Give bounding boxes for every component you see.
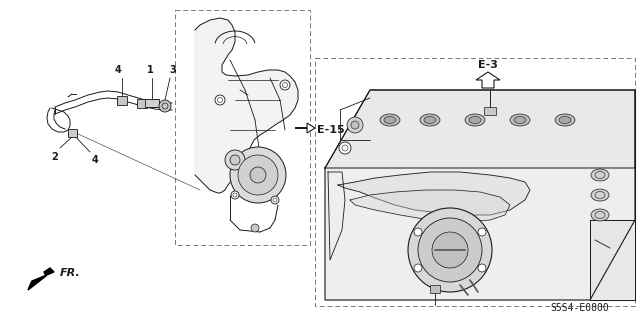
Circle shape bbox=[432, 232, 468, 268]
Bar bbox=[430, 285, 440, 293]
Bar bbox=[484, 107, 496, 115]
Ellipse shape bbox=[591, 169, 609, 181]
Bar bbox=[137, 99, 147, 108]
Polygon shape bbox=[325, 90, 635, 168]
Circle shape bbox=[225, 150, 245, 170]
Polygon shape bbox=[325, 168, 635, 300]
Bar bbox=[175, 10, 310, 245]
Polygon shape bbox=[325, 90, 635, 300]
Circle shape bbox=[478, 228, 486, 236]
Polygon shape bbox=[590, 90, 635, 300]
Text: 1: 1 bbox=[147, 65, 154, 75]
Text: FR.: FR. bbox=[60, 268, 81, 278]
Text: 4: 4 bbox=[92, 155, 99, 165]
Circle shape bbox=[280, 80, 290, 90]
Ellipse shape bbox=[591, 189, 609, 201]
Text: E-15: E-15 bbox=[317, 125, 344, 135]
Circle shape bbox=[478, 264, 486, 272]
Bar bbox=[315, 58, 635, 306]
Polygon shape bbox=[338, 172, 530, 215]
Ellipse shape bbox=[469, 116, 481, 124]
Text: 4: 4 bbox=[115, 65, 122, 75]
Text: 3: 3 bbox=[170, 65, 177, 75]
Bar bbox=[68, 129, 77, 137]
Ellipse shape bbox=[555, 114, 575, 126]
Text: S5S4-E0800: S5S4-E0800 bbox=[550, 303, 609, 313]
Polygon shape bbox=[295, 123, 315, 133]
Bar bbox=[145, 99, 159, 107]
Ellipse shape bbox=[510, 114, 530, 126]
Ellipse shape bbox=[591, 209, 609, 221]
Circle shape bbox=[215, 95, 225, 105]
Circle shape bbox=[351, 121, 359, 129]
Circle shape bbox=[414, 264, 422, 272]
Circle shape bbox=[339, 142, 351, 154]
Circle shape bbox=[414, 228, 422, 236]
Circle shape bbox=[347, 117, 363, 133]
Circle shape bbox=[251, 224, 259, 232]
Circle shape bbox=[231, 191, 239, 199]
Polygon shape bbox=[195, 18, 298, 193]
Circle shape bbox=[159, 100, 171, 112]
Polygon shape bbox=[28, 268, 54, 290]
Circle shape bbox=[418, 218, 482, 282]
Ellipse shape bbox=[384, 116, 396, 124]
Ellipse shape bbox=[559, 116, 571, 124]
Text: E-3: E-3 bbox=[478, 60, 498, 70]
Ellipse shape bbox=[514, 116, 526, 124]
Ellipse shape bbox=[420, 114, 440, 126]
Circle shape bbox=[230, 147, 286, 203]
Bar bbox=[117, 96, 127, 105]
Text: 2: 2 bbox=[52, 152, 58, 162]
Circle shape bbox=[271, 196, 279, 204]
Circle shape bbox=[408, 208, 492, 292]
Ellipse shape bbox=[424, 116, 436, 124]
Ellipse shape bbox=[380, 114, 400, 126]
Circle shape bbox=[250, 167, 266, 183]
Polygon shape bbox=[476, 72, 500, 88]
Circle shape bbox=[230, 155, 240, 165]
Ellipse shape bbox=[465, 114, 485, 126]
Circle shape bbox=[238, 155, 278, 195]
Polygon shape bbox=[350, 190, 510, 222]
